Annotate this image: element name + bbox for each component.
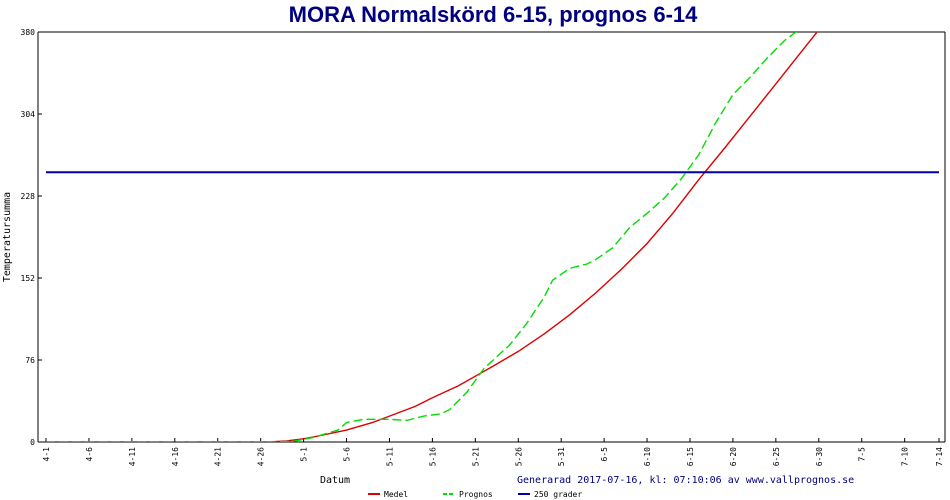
legend-label: Prognos — [459, 490, 493, 499]
x-tick-label: 4-1 — [42, 447, 51, 462]
x-tick-label: 5-11 — [385, 447, 394, 466]
series-line-0 — [46, 32, 818, 442]
x-tick-label: 5-16 — [428, 447, 437, 466]
x-tick-label: 4-26 — [257, 447, 266, 466]
x-tick-label: 5-1 — [300, 447, 309, 462]
x-tick-label: 6-15 — [686, 447, 695, 466]
x-axis-ticks: 4-1 4-6 4-11 4-16 4-21 4-26 5-1 5-6 5-11 5-16 5-21… — [42, 438, 944, 466]
legend-label: 250 grader — [534, 490, 582, 499]
x-tick-label: 5-21 — [471, 447, 480, 466]
x-tick-label: 4-6 — [85, 447, 94, 462]
y-tick-label: 0 — [30, 438, 35, 447]
x-tick-label: 6-30 — [815, 447, 824, 466]
y-axis-label: Temperatursumma — [2, 192, 13, 282]
legend-label: Medel — [384, 490, 408, 499]
x-tick-label: 7-10 — [901, 447, 910, 466]
x-tick-label: 6-5 — [600, 447, 609, 462]
generated-footer: Generarad 2017-07-16, kl: 07:10:06 av ww… — [517, 475, 854, 486]
x-tick-label: 7-14 — [935, 447, 944, 466]
x-tick-label: 5-31 — [557, 447, 566, 466]
x-tick-label: 6-20 — [729, 447, 738, 466]
chart-title: MORA Normalskörd 6-15, prognos 6-14 — [289, 2, 698, 27]
y-axis-ticks: 0 76 152 228 304 380 — [21, 28, 42, 447]
x-tick-label: 5-6 — [343, 447, 352, 462]
x-tick-label: 5-26 — [514, 447, 523, 466]
y-tick-label: 304 — [21, 110, 36, 119]
y-tick-label: 76 — [25, 356, 35, 365]
x-axis-label: Datum — [320, 475, 350, 486]
x-tick-label: 4-16 — [171, 447, 180, 466]
series-line-1 — [46, 32, 798, 442]
x-tick-label: 7-5 — [858, 447, 867, 462]
x-tick-label: 6-25 — [772, 447, 781, 466]
y-tick-label: 228 — [21, 192, 36, 201]
x-tick-label: 4-21 — [214, 447, 223, 466]
legend: Medel Prognos 250 grader — [368, 490, 582, 499]
series-group — [46, 32, 939, 442]
x-tick-label: 4-11 — [128, 447, 137, 466]
x-tick-label: 6-10 — [643, 447, 652, 466]
y-tick-label: 380 — [21, 28, 36, 37]
plot-area — [37, 31, 946, 443]
y-tick-label: 152 — [21, 274, 36, 283]
